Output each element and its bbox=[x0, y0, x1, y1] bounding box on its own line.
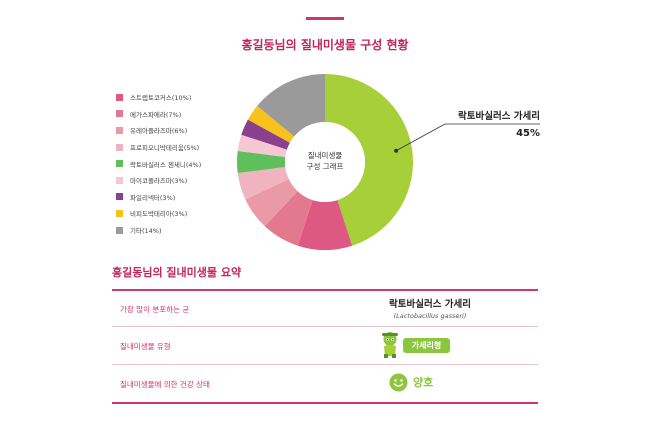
legend-label: 마이코플라즈마(3%) bbox=[130, 177, 188, 186]
center-label-line-2: 구성 그래프 bbox=[306, 162, 344, 171]
center-label-line-1: 질내미생물 bbox=[307, 151, 343, 160]
legend-swatch bbox=[116, 93, 123, 101]
legend-label: 락토바실러스 젠세니(4%) bbox=[130, 160, 202, 169]
legend-item: 스트렙토코커스(10%) bbox=[116, 89, 201, 106]
row-divider bbox=[112, 364, 538, 365]
pie-slice bbox=[237, 150, 286, 174]
chart-legend: 스트렙토코커스(10%) 메가스파에라(7%) 유레아플라즈마(6%) 프로피오… bbox=[116, 89, 201, 238]
legend-label: 파일리넥터(3%) bbox=[130, 193, 176, 202]
callout-name: 락토바실러스 가세리 bbox=[458, 111, 540, 122]
legend-item: 마이코플라즈마(3%) bbox=[116, 172, 201, 189]
summary-bottom-rule bbox=[112, 402, 538, 404]
legend-label: 프로피오니박테리움(5%) bbox=[130, 144, 200, 153]
summary-title: 홍길동님의 질내미생물 요약 bbox=[112, 266, 242, 279]
legend-item: 기타(14%) bbox=[116, 222, 201, 239]
row-label-health: 질내미생물에 의한 건강 상태 bbox=[120, 380, 210, 389]
legend-swatch bbox=[116, 209, 123, 217]
legend-item: 파일리넥터(3%) bbox=[116, 189, 201, 206]
pie-slice bbox=[325, 74, 413, 246]
pie-slice bbox=[257, 74, 325, 137]
pie-slice bbox=[241, 119, 290, 150]
legend-swatch bbox=[116, 126, 123, 134]
donut-center-label: 질내미생물 구성 그래프 bbox=[286, 150, 364, 172]
callout-line bbox=[395, 123, 540, 152]
row-label-type: 질내미생물 유형 bbox=[120, 342, 171, 351]
dominant-species-name: 락토바실러스 가세리 bbox=[389, 299, 471, 310]
row-label-dominant: 가장 많이 분포하는 균 bbox=[120, 305, 190, 314]
legend-label: 유레아플라즈마(6%) bbox=[130, 127, 188, 136]
legend-item: 메가스파에라(7%) bbox=[116, 106, 201, 123]
smile-icon bbox=[389, 373, 408, 392]
pie-slice bbox=[237, 167, 289, 200]
legend-swatch bbox=[116, 226, 123, 234]
legend-item: 락토바실러스 젠세니(4%) bbox=[116, 155, 201, 172]
legend-swatch bbox=[116, 193, 123, 201]
legend-swatch bbox=[116, 110, 123, 118]
legend-item: 프로피오니박테리움(5%) bbox=[116, 139, 201, 156]
pie-slice bbox=[247, 105, 295, 143]
row-value-dominant: 락토바실러스 가세리 (Lactobacillus gasseri) bbox=[360, 296, 500, 320]
chart-title: 홍길동님의 질내미생물 구성 현황 bbox=[241, 38, 409, 52]
callout-percent: 45% bbox=[516, 128, 540, 139]
donut-hole bbox=[285, 122, 365, 202]
legend-item: 유레아플라즈마(6%) bbox=[116, 122, 201, 139]
legend-label: 비피도박테리아(3%) bbox=[130, 210, 188, 219]
microbiome-type-badge: 가세리형 bbox=[403, 338, 450, 353]
pie-slice bbox=[264, 191, 313, 246]
mascot-icon bbox=[382, 332, 398, 358]
summary-top-rule bbox=[112, 289, 538, 291]
legend-swatch bbox=[116, 143, 123, 151]
legend-item: 비피도박테리아(3%) bbox=[116, 205, 201, 222]
donut-chart bbox=[237, 74, 540, 251]
top-accent-rule bbox=[306, 17, 344, 20]
pie-slice bbox=[237, 134, 287, 157]
pie-slice bbox=[297, 200, 353, 251]
row-divider bbox=[112, 326, 538, 327]
legend-swatch bbox=[116, 176, 123, 184]
legend-label: 메가스파에라(7%) bbox=[130, 110, 182, 119]
legend-label: 기타(14%) bbox=[130, 227, 162, 236]
dominant-species-latin: (Lactobacillus gasseri) bbox=[393, 312, 467, 320]
legend-swatch bbox=[116, 160, 123, 168]
pie-slice bbox=[245, 179, 298, 227]
health-status: 양호 bbox=[413, 376, 434, 389]
legend-label: 스트렙토코커스(10%) bbox=[130, 94, 192, 103]
